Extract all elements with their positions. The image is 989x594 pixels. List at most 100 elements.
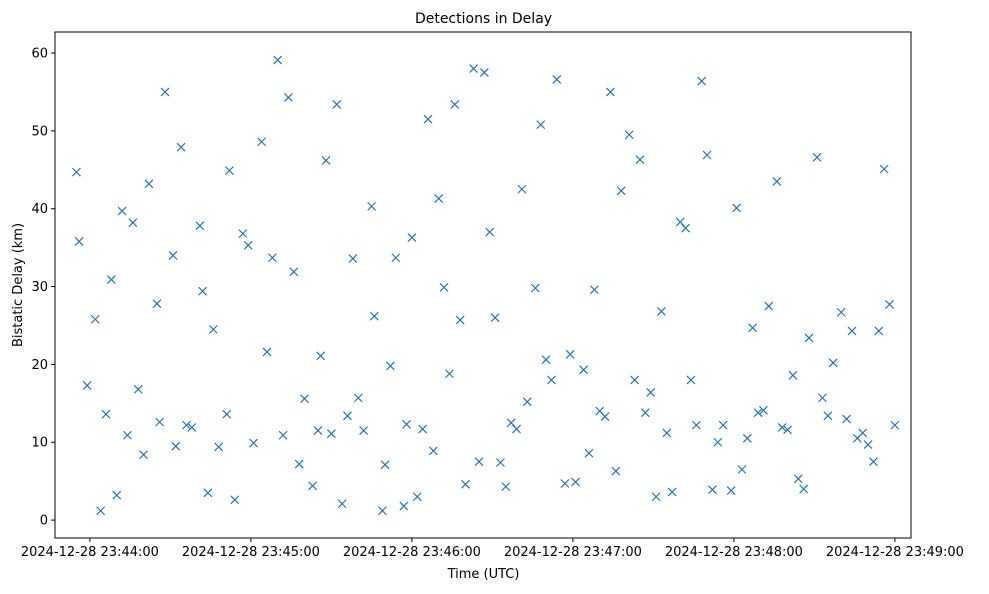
data-point-marker bbox=[289, 267, 299, 277]
data-point-marker bbox=[423, 114, 433, 124]
data-point-marker bbox=[600, 412, 610, 421]
x-axis-label: Time (UTC) bbox=[447, 567, 520, 582]
x-tick-label: 2024-12-28 23:48:00 bbox=[665, 545, 803, 560]
data-point-marker bbox=[313, 426, 323, 435]
data-point-marker bbox=[402, 419, 411, 429]
data-point-marker bbox=[753, 408, 763, 418]
y-tick-label: 50 bbox=[31, 124, 48, 139]
data-point-marker bbox=[646, 388, 656, 397]
data-point-marker bbox=[380, 460, 390, 470]
data-point-marker bbox=[203, 488, 213, 498]
data-point-marker bbox=[262, 347, 272, 357]
x-tick-label: 2024-12-28 23:44:00 bbox=[21, 545, 159, 560]
x-axis: 2024-12-28 23:44:00 2024-12-28 23:45:00 20… bbox=[21, 538, 964, 560]
data-point-marker bbox=[667, 487, 677, 497]
data-point-marker bbox=[788, 370, 798, 380]
data-point-marker bbox=[748, 323, 758, 333]
data-point-marker bbox=[407, 233, 417, 242]
data-point-marker bbox=[758, 405, 768, 415]
data-point-marker bbox=[847, 326, 857, 336]
data-point-marker bbox=[606, 87, 615, 97]
data-point-marker bbox=[879, 164, 889, 174]
data-point-marker bbox=[863, 440, 873, 450]
data-point-marker bbox=[496, 458, 505, 467]
data-point-marker bbox=[377, 506, 387, 516]
data-point-marker bbox=[391, 253, 401, 263]
y-tick-label: 0 bbox=[40, 514, 48, 529]
data-point-marker bbox=[737, 465, 747, 474]
data-point-marker bbox=[818, 393, 827, 403]
data-point-marker bbox=[123, 430, 132, 440]
data-point-marker bbox=[469, 64, 479, 74]
data-point-marker bbox=[369, 311, 379, 321]
data-point-marker bbox=[359, 426, 369, 435]
data-point-marker bbox=[214, 442, 224, 452]
y-axis: 0 10 20 30 40 50 60 bbox=[31, 47, 55, 529]
data-point-marker bbox=[579, 365, 589, 375]
data-point-marker bbox=[812, 152, 822, 162]
data-point-marker bbox=[675, 217, 685, 227]
data-point-marker bbox=[777, 423, 787, 432]
data-point-marker bbox=[337, 499, 347, 509]
data-point-marker bbox=[294, 459, 304, 469]
y-tick-label: 40 bbox=[31, 202, 48, 217]
data-point-marker bbox=[222, 409, 232, 419]
data-point-marker bbox=[474, 457, 484, 467]
data-point-marker bbox=[662, 428, 672, 438]
x-tick-label: 2024-12-28 23:45:00 bbox=[182, 545, 320, 560]
data-point-marker bbox=[450, 99, 460, 109]
data-point-marker bbox=[742, 433, 752, 443]
data-point-marker bbox=[681, 223, 691, 233]
data-point-marker bbox=[657, 307, 666, 316]
data-point-marker bbox=[133, 384, 143, 394]
data-point-marker bbox=[512, 424, 521, 434]
data-point-marker bbox=[160, 87, 170, 97]
data-point-marker bbox=[187, 423, 197, 432]
data-point-marker bbox=[428, 446, 438, 456]
data-point-marker bbox=[195, 221, 205, 231]
data-point-marker bbox=[560, 479, 570, 488]
data-point-marker bbox=[890, 420, 900, 430]
data-point-marker bbox=[117, 206, 127, 216]
data-point-marker bbox=[635, 155, 645, 165]
x-tick-label: 2024-12-28 23:46:00 bbox=[343, 545, 481, 560]
data-point-marker bbox=[273, 55, 283, 65]
data-point-marker bbox=[842, 414, 852, 424]
data-point-marker bbox=[541, 355, 551, 365]
data-point-marker bbox=[490, 313, 500, 323]
data-point-marker bbox=[461, 479, 470, 489]
data-point-marker bbox=[284, 92, 293, 102]
data-point-marker bbox=[155, 417, 165, 427]
data-point-marker bbox=[702, 150, 712, 160]
chart-title: Detections in Delay bbox=[415, 11, 552, 27]
plot-marks bbox=[72, 55, 900, 516]
data-point-marker bbox=[501, 482, 511, 492]
y-tick-label: 30 bbox=[31, 280, 48, 295]
data-point-marker bbox=[640, 408, 650, 418]
data-point-marker bbox=[547, 375, 556, 385]
data-point-marker bbox=[278, 430, 288, 440]
data-point-marker bbox=[536, 120, 546, 130]
plot-frame bbox=[54, 31, 912, 539]
data-point-marker bbox=[616, 186, 626, 196]
data-point-marker bbox=[243, 240, 253, 250]
data-point-marker bbox=[726, 486, 736, 495]
data-point-marker bbox=[793, 474, 803, 484]
data-point-marker bbox=[90, 314, 100, 324]
data-point-marker bbox=[353, 393, 363, 403]
data-point-marker bbox=[112, 490, 122, 500]
data-point-marker bbox=[823, 411, 833, 421]
data-point-marker bbox=[584, 448, 594, 458]
data-point-marker bbox=[718, 420, 728, 430]
data-point-marker bbox=[485, 227, 495, 237]
data-point-marker bbox=[799, 484, 809, 494]
data-point-marker bbox=[72, 167, 81, 177]
data-point-marker bbox=[198, 286, 208, 296]
data-point-marker bbox=[530, 283, 540, 293]
data-point-marker bbox=[249, 438, 258, 448]
data-point-marker bbox=[589, 285, 599, 295]
data-point-marker bbox=[708, 485, 717, 495]
data-point-marker bbox=[439, 282, 449, 292]
data-point-marker bbox=[171, 441, 181, 451]
